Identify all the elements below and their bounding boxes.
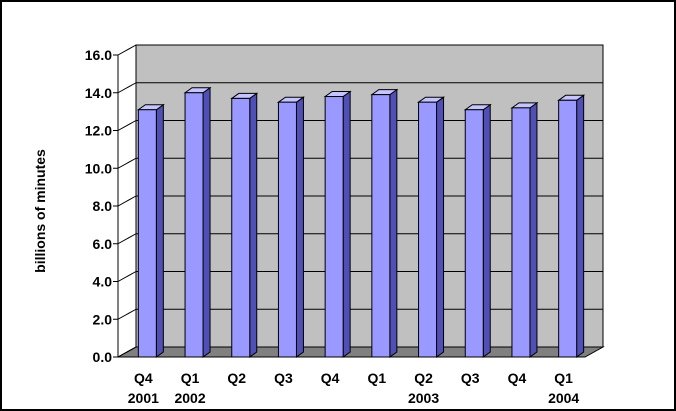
y-tick-label: 10.0 (85, 160, 112, 176)
bar-side (249, 92, 258, 358)
x-tick-label: Q4 (321, 370, 340, 386)
bar (370, 88, 399, 358)
y-axis-title: billions of minutes (32, 149, 48, 273)
bar (230, 92, 259, 358)
bar (183, 86, 212, 358)
gridline-side (117, 195, 137, 207)
y-axis-ticks: 0.0 2.0 4.0 6.0 8.0 10.0 12.0 14.0 16.0 (85, 47, 118, 365)
bar-side (155, 103, 164, 358)
bar (276, 96, 306, 358)
gridline-side (117, 157, 137, 169)
bar-side (529, 101, 538, 358)
y-tick-label: 2.0 (93, 311, 113, 327)
bar-front (324, 96, 344, 358)
y-tick-label: 0.0 (93, 349, 113, 365)
gridline-side (117, 346, 137, 358)
bar-front (511, 107, 531, 358)
bar-front (464, 109, 484, 358)
x-tick-label: Q3 (274, 370, 293, 386)
y-tick-label: 4.0 (93, 274, 113, 290)
bar-front (137, 109, 157, 358)
bar-side (482, 103, 491, 358)
x-tick-label: Q1 (554, 370, 573, 386)
x-tick-label-year: 2004 (548, 390, 579, 406)
bar-side (576, 94, 585, 358)
x-tick-label-year: 2001 (128, 390, 159, 406)
x-tick-label-year: 2002 (174, 390, 205, 406)
bar-side (202, 86, 211, 358)
gridline-side (117, 271, 137, 282)
x-tick-label-year: 2003 (408, 390, 439, 406)
bar (463, 103, 492, 358)
bar (416, 96, 446, 358)
bar-front (277, 101, 297, 358)
x-tick-label: Q2 (414, 370, 433, 386)
bars (136, 86, 586, 358)
bar (510, 101, 539, 358)
bar-front (371, 94, 391, 358)
x-axis-labels: Q4 2001 Q1 2002 Q2 Q3 Q4 Q1 Q2 2003 Q3 Q4 Q1 2004 (128, 370, 580, 406)
gridline-side (117, 120, 137, 131)
bar (136, 103, 165, 358)
bar-side (295, 96, 304, 358)
bar-side (342, 90, 351, 358)
x-tick-label: Q4 (508, 370, 527, 386)
y-tick-label: 12.0 (85, 123, 112, 139)
bar-front (418, 101, 438, 358)
gridline-side (117, 44, 137, 56)
x-tick-label: Q1 (368, 370, 387, 386)
y-tick-label: 14.0 (85, 85, 112, 101)
gridline-side (117, 308, 137, 320)
bar-front (231, 97, 251, 358)
y-tick-label: 16.0 (85, 47, 112, 63)
gridline-side (117, 233, 137, 245)
bar (557, 94, 586, 358)
x-tick-label: Q4 (134, 370, 153, 386)
bar (323, 90, 352, 358)
bar-side (389, 88, 398, 358)
x-tick-label: Q3 (461, 370, 480, 386)
bar-front (558, 99, 578, 358)
y-tick-label: 6.0 (93, 236, 113, 252)
y-tick-label: 8.0 (93, 198, 113, 214)
bar-side (436, 96, 445, 358)
x-tick-label: Q1 (181, 370, 200, 386)
bar-front (184, 92, 204, 358)
x-tick-label: Q2 (227, 370, 246, 386)
gridline-side (117, 82, 137, 94)
